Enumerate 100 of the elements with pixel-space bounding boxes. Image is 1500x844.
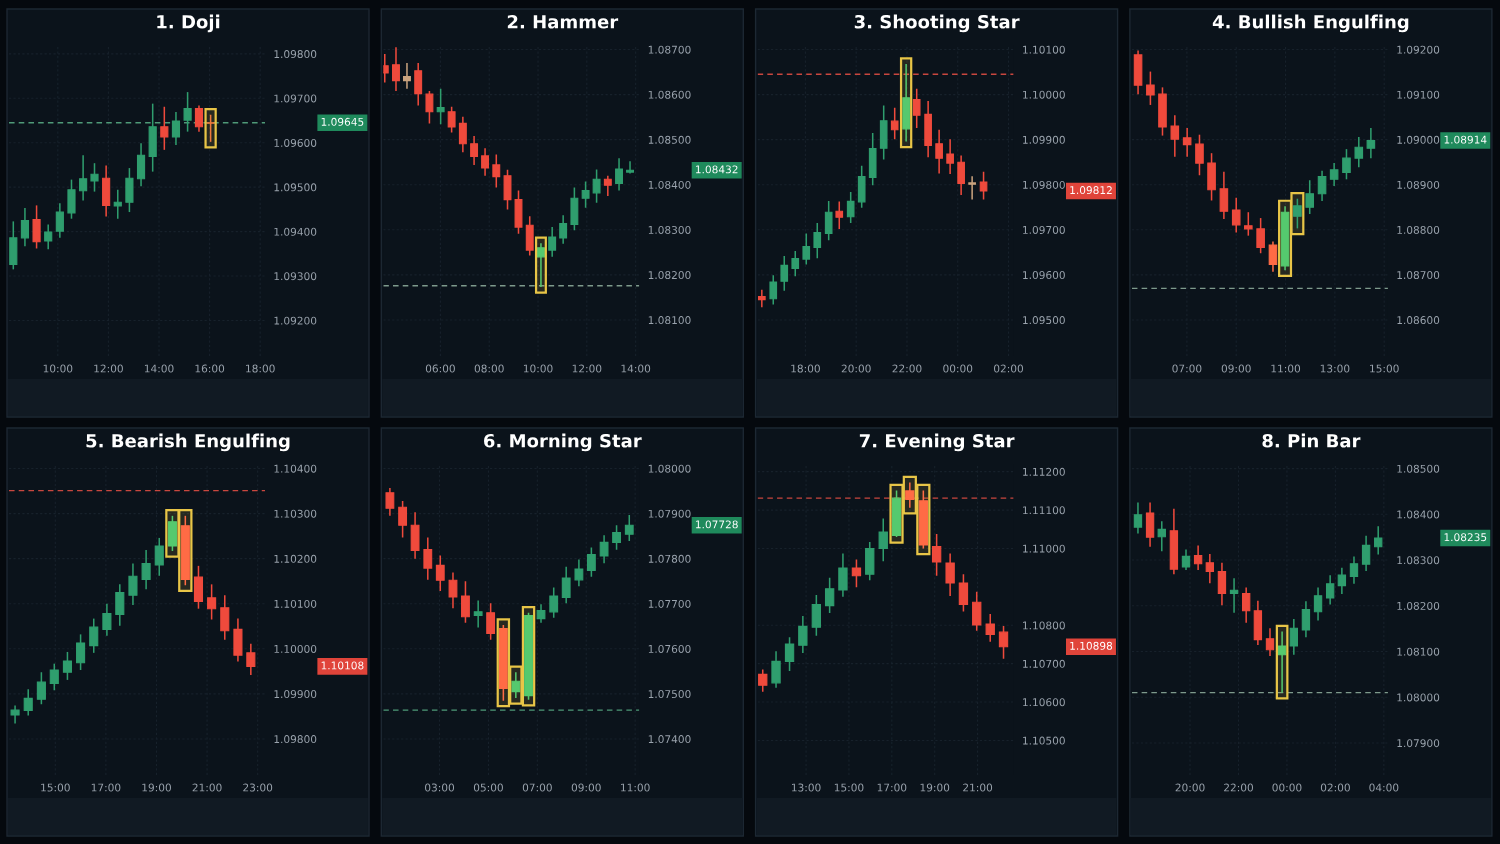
candlestick	[935, 128, 943, 175]
x-tick-label: 17:00	[91, 783, 121, 792]
text: 1.08432	[696, 165, 738, 174]
candlestick	[1133, 501, 1143, 535]
x-tick-label: 05:00	[473, 783, 503, 792]
x-tick-label: 11:00	[621, 783, 650, 792]
y-tick-label: 1.10600	[1023, 698, 1065, 707]
candlestick	[160, 105, 169, 151]
candlestick	[586, 546, 596, 578]
x-tick-label: 20:00	[1175, 783, 1205, 792]
candlestick	[784, 636, 795, 672]
candlestick	[448, 571, 458, 609]
y-tick-label: 1.09600	[274, 138, 317, 147]
candlestick	[36, 671, 46, 706]
y-tick-label: 1.08400	[1397, 510, 1440, 519]
candlestick	[791, 250, 800, 277]
y-tick-label: 1.09700	[1023, 225, 1065, 234]
x-tick-label: 04:00	[1369, 783, 1399, 792]
x-tick-label: 08:00	[474, 364, 504, 373]
candlestick	[945, 552, 955, 597]
text: 1.08235	[1444, 533, 1487, 542]
candlestick	[1181, 548, 1191, 571]
candlestick	[481, 147, 490, 177]
y-tick-label: 1.11100	[1023, 506, 1065, 515]
candlestick	[561, 566, 571, 605]
candlestick	[1217, 562, 1227, 607]
candlestick	[1205, 553, 1215, 585]
candlestick	[436, 87, 445, 126]
candlestick	[968, 175, 976, 201]
candlestick	[559, 214, 568, 245]
candlestick	[581, 180, 590, 209]
candlestick	[1342, 148, 1351, 181]
y-tick-label: 1.10200	[274, 554, 317, 563]
y-tick-label: 1.09100	[1397, 90, 1440, 99]
candlestick	[798, 615, 808, 654]
chart-title: 7. Evening Star	[859, 433, 1015, 452]
y-tick-label: 1.11200	[1023, 467, 1065, 476]
candlestick	[414, 62, 423, 107]
x-tick-label: 18:00	[246, 364, 275, 373]
candlestick	[49, 662, 59, 692]
x-tick-label: 17:00	[877, 783, 907, 792]
candlestick	[771, 650, 781, 689]
text: 1.07728	[696, 520, 738, 529]
candlestick	[574, 558, 584, 587]
candlestick	[802, 232, 811, 266]
candlestick	[1337, 567, 1347, 595]
x-tick-label: 07:00	[1172, 364, 1202, 373]
y-tick-label: 1.08600	[1397, 316, 1440, 325]
candlestick	[392, 46, 400, 92]
candlestick	[769, 274, 778, 306]
y-tick-label: 1.10100	[1023, 45, 1065, 54]
candlestick	[1268, 240, 1278, 273]
y-tick-label: 1.09800	[1023, 180, 1065, 189]
candlestick	[141, 549, 151, 591]
candlestick	[878, 517, 888, 562]
candlestick	[549, 586, 559, 619]
candlestick	[824, 576, 835, 614]
candlestick	[102, 602, 112, 637]
y-tick-label: 1.08100	[648, 316, 691, 325]
y-tick-label: 1.09500	[274, 183, 317, 192]
candlestick	[998, 625, 1009, 660]
candlestick	[458, 115, 467, 154]
y-tick-label: 1.09800	[274, 735, 317, 744]
candlestick	[1374, 525, 1383, 556]
candlestick	[931, 533, 942, 577]
candlestick	[851, 558, 862, 589]
y-tick-label: 1.08800	[1397, 225, 1440, 234]
chart-title: 5. Bearish Engulfing	[86, 433, 290, 452]
y-tick-label: 1.09800	[274, 50, 317, 59]
candlestick	[435, 554, 445, 592]
y-tick-label: 1.08300	[1397, 556, 1440, 565]
y-tick-label: 1.08700	[1397, 271, 1440, 280]
text: 1.09812	[1070, 186, 1112, 195]
candlestick	[220, 594, 230, 641]
y-tick-label: 1.10700	[1023, 659, 1065, 668]
candlestick	[423, 536, 433, 581]
y-tick-label: 1.10100	[274, 599, 317, 608]
candlestick	[1313, 586, 1323, 622]
y-tick-label: 1.09200	[1397, 45, 1440, 54]
y-tick-label: 1.08000	[1397, 693, 1440, 702]
y-tick-label: 1.07900	[648, 509, 691, 518]
y-tick-label: 1.09900	[1023, 135, 1065, 144]
candlestick	[470, 135, 479, 166]
candlestick	[758, 668, 768, 693]
x-tick-label: 15:00	[1370, 364, 1399, 373]
y-tick-label: 1.09000	[1397, 135, 1440, 144]
text: 1.10108	[321, 661, 364, 670]
candlestick	[835, 200, 844, 230]
x-tick-label: 19:00	[920, 783, 950, 792]
candlestick	[1256, 217, 1265, 254]
x-tick-label: 00:00	[1272, 783, 1302, 792]
y-tick-label: 1.08400	[648, 180, 691, 189]
chart-title: 3. Shooting Star	[854, 14, 1020, 33]
candlestick	[757, 288, 766, 309]
candlestick	[115, 583, 125, 627]
candlestick	[385, 487, 395, 517]
candlestick	[536, 603, 546, 624]
candlestick	[89, 617, 99, 654]
x-tick-label: 22:00	[1224, 783, 1254, 792]
candlestick	[1241, 586, 1251, 624]
